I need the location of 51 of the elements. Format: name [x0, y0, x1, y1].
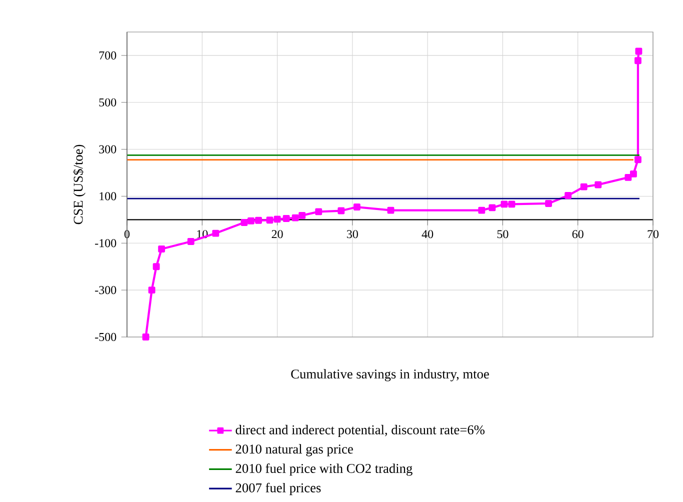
legend-label: direct and inderect potential, discount rate=6% — [236, 424, 485, 438]
point — [158, 246, 166, 252]
point — [315, 208, 322, 216]
point — [266, 216, 274, 224]
legend-label: 2010 natural gas price — [236, 444, 353, 456]
y-tick-label: -300 — [95, 286, 116, 294]
point — [634, 156, 642, 164]
point — [630, 170, 637, 178]
point — [212, 230, 220, 237]
point — [240, 219, 248, 226]
point — [508, 200, 516, 208]
legend-label: 2007 fuel prices — [236, 482, 321, 496]
x-tick-label: 20 — [272, 230, 283, 238]
point — [594, 181, 602, 188]
point — [500, 200, 508, 208]
y-axis-title: CSE (US$/toe) — [72, 144, 86, 224]
y-tick-label: -100 — [95, 239, 116, 248]
y-tick-label: 100 — [100, 192, 116, 200]
point — [142, 334, 150, 340]
point — [148, 286, 156, 294]
point — [298, 212, 306, 219]
point — [478, 206, 486, 214]
point — [255, 216, 262, 224]
point — [635, 48, 642, 55]
y-tick-label: -500 — [95, 332, 116, 342]
point — [248, 217, 254, 224]
x-tick-label: 30 — [346, 230, 358, 238]
point — [564, 192, 572, 199]
x-tick-label: 50 — [497, 230, 508, 238]
point — [580, 183, 588, 190]
x-tick-label: 70 — [648, 230, 659, 238]
x-axis-title: Cumulative savings in industry, mtoe — [291, 369, 489, 382]
point — [353, 204, 360, 210]
x-tick-label: 0 — [124, 230, 130, 238]
point — [624, 174, 632, 181]
y-tick-label: 500 — [99, 98, 116, 106]
x-tick-label: 60 — [572, 230, 584, 238]
point — [488, 204, 496, 212]
legend-label: 2010 fuel price with CO2 trading — [236, 463, 412, 476]
y-tick-label: 300 — [99, 145, 116, 154]
point — [634, 57, 642, 64]
point — [338, 207, 345, 214]
point — [282, 215, 290, 222]
point — [152, 263, 160, 270]
y-tick-label: 700 — [99, 51, 116, 60]
x-tick-label: 40 — [422, 230, 434, 238]
point — [292, 214, 299, 222]
point — [274, 216, 281, 223]
point — [387, 206, 394, 214]
point — [545, 200, 552, 207]
point — [187, 238, 194, 245]
